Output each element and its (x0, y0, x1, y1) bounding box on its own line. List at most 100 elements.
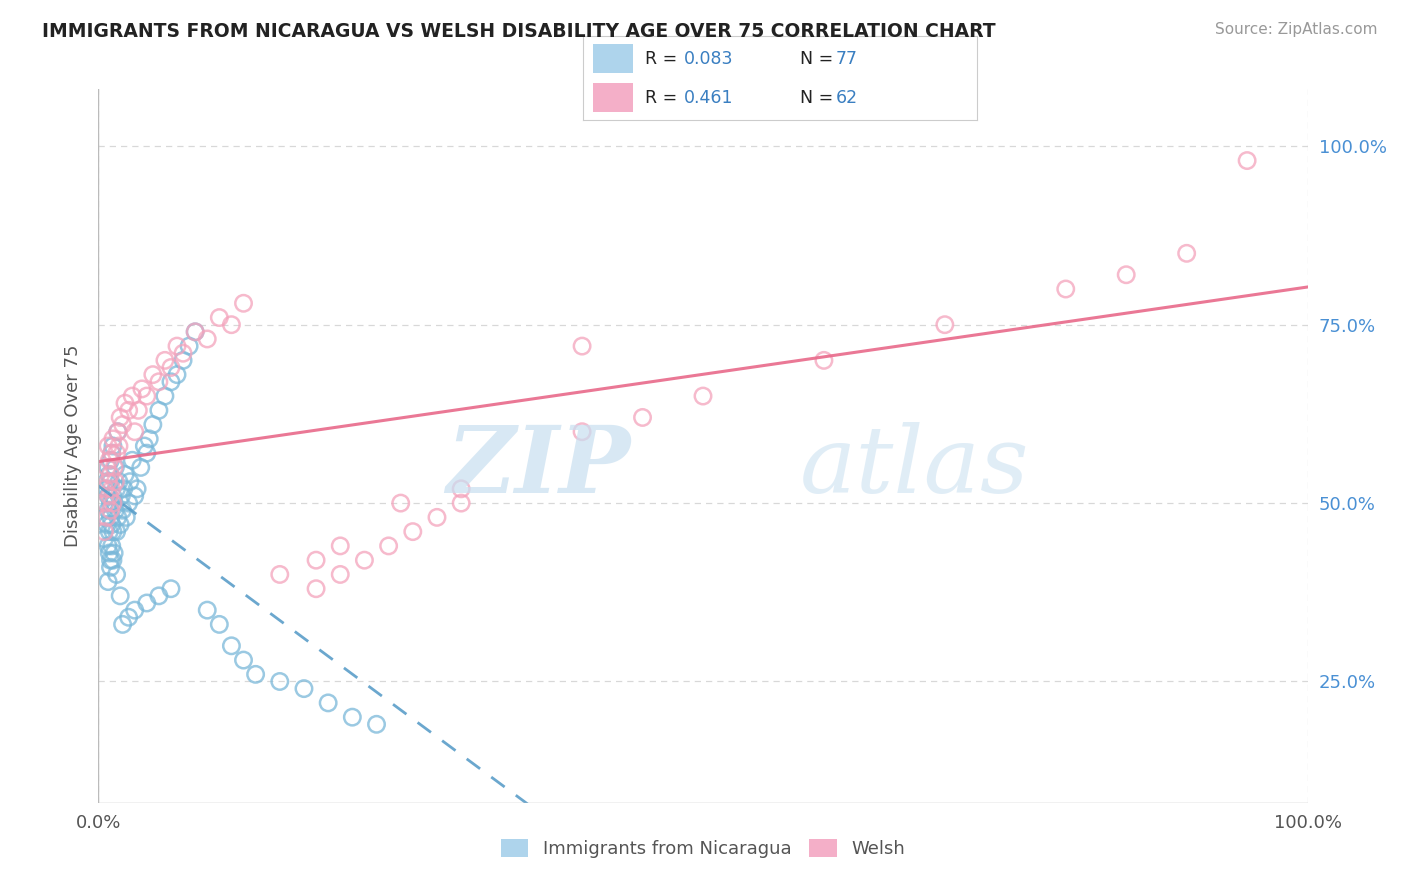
Point (96, 482, 118, 496)
Point (571, 339, 593, 353)
Point (97, 489, 120, 503)
Point (138, 432, 160, 446)
Point (100, 553, 122, 567)
Text: Source: ZipAtlas.com: Source: ZipAtlas.com (1215, 22, 1378, 37)
Point (96, 517, 118, 532)
Point (111, 503, 134, 517)
Point (135, 389, 157, 403)
Point (135, 596, 157, 610)
Point (97, 539, 120, 553)
Point (813, 353, 835, 368)
Point (366, 717, 388, 731)
Point (221, 639, 243, 653)
Point (142, 368, 165, 382)
Point (108, 589, 131, 603)
Point (93, 524, 115, 539)
Point (121, 453, 143, 467)
Point (124, 489, 146, 503)
Point (692, 389, 714, 403)
Point (96, 475, 118, 489)
Point (107, 510, 129, 524)
Point (124, 425, 146, 439)
Point (105, 446, 128, 460)
Point (100, 503, 122, 517)
Point (101, 553, 124, 567)
Point (93, 510, 115, 524)
Point (98, 467, 121, 482)
Point (108, 439, 131, 453)
Point (450, 482, 472, 496)
Text: R =: R = (644, 88, 682, 106)
Point (100, 517, 122, 532)
Point (118, 496, 141, 510)
Point (103, 496, 125, 510)
Point (100, 482, 122, 496)
Point (221, 318, 243, 332)
Point (107, 425, 129, 439)
Point (108, 475, 131, 489)
Point (316, 696, 339, 710)
Point (100, 496, 122, 510)
Point (142, 417, 165, 432)
Point (111, 617, 134, 632)
Point (135, 446, 157, 460)
Point (148, 589, 170, 603)
Point (105, 482, 128, 496)
Point (232, 653, 254, 667)
Point (97, 439, 120, 453)
Point (305, 582, 328, 596)
Point (100, 446, 122, 460)
Point (1054, 282, 1077, 296)
Point (104, 460, 127, 475)
Point (101, 496, 124, 510)
Point (98, 546, 121, 560)
Point (148, 403, 170, 417)
Point (571, 425, 593, 439)
Point (93, 532, 115, 546)
Legend: Immigrants from Nicaragua, Welsh: Immigrants from Nicaragua, Welsh (494, 831, 912, 865)
Point (377, 539, 399, 553)
Point (96, 510, 118, 524)
Point (329, 567, 352, 582)
Point (172, 346, 194, 360)
Point (104, 475, 127, 489)
Point (153, 353, 176, 368)
Text: R =: R = (644, 50, 682, 68)
Point (269, 674, 291, 689)
Point (195, 332, 218, 346)
Point (208, 617, 231, 632)
Point (107, 425, 129, 439)
Point (105, 524, 128, 539)
Point (160, 582, 183, 596)
Point (115, 510, 138, 524)
Text: IMMIGRANTS FROM NICARAGUA VS WELSH DISABILITY AGE OVER 75 CORRELATION CHART: IMMIGRANTS FROM NICARAGUA VS WELSH DISAB… (42, 22, 995, 41)
Point (101, 432, 124, 446)
Point (101, 524, 124, 539)
Point (124, 603, 146, 617)
Point (232, 296, 254, 310)
Point (101, 439, 124, 453)
Point (166, 339, 188, 353)
Point (160, 375, 183, 389)
Point (103, 546, 125, 560)
Point (93, 482, 115, 496)
Bar (593, 83, 633, 112)
Point (353, 553, 375, 567)
Point (97, 503, 120, 517)
Point (166, 368, 188, 382)
Point (94, 496, 117, 510)
Point (111, 417, 134, 432)
Point (103, 460, 125, 475)
Point (100, 560, 122, 574)
Point (195, 603, 218, 617)
Point (269, 567, 291, 582)
Point (148, 375, 170, 389)
Point (114, 396, 136, 410)
Point (129, 460, 152, 475)
Text: ZIP: ZIP (446, 423, 630, 512)
Point (121, 389, 143, 403)
Point (104, 503, 127, 517)
Point (127, 403, 149, 417)
Point (342, 710, 364, 724)
Point (160, 360, 183, 375)
